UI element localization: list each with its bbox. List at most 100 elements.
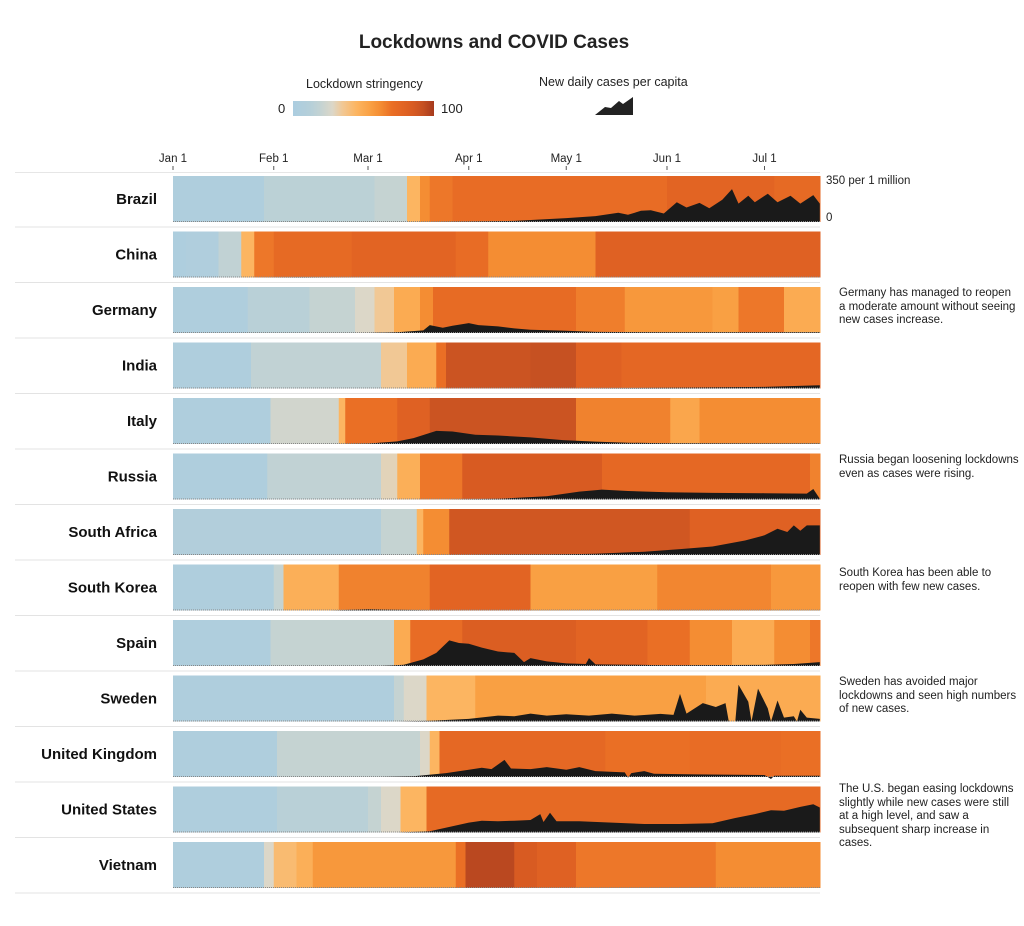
stringency-segment bbox=[254, 231, 275, 278]
cases-area bbox=[397, 684, 820, 722]
x-tick-label: Jul 1 bbox=[752, 153, 776, 165]
stringency-segment bbox=[689, 620, 733, 666]
stringency-segment bbox=[784, 287, 821, 333]
stringency-segment bbox=[251, 342, 382, 389]
cases-area bbox=[329, 609, 820, 611]
x-tick-label: Mar 1 bbox=[353, 153, 382, 165]
stringency-color-scale bbox=[293, 101, 434, 116]
stringency-segment bbox=[173, 398, 271, 444]
stringency-segment bbox=[283, 564, 340, 611]
stringency-segment bbox=[436, 342, 447, 389]
stringency-segment bbox=[780, 731, 821, 777]
stringency-segment bbox=[312, 842, 457, 888]
country-label: Spain bbox=[116, 635, 157, 652]
stringency-segment bbox=[715, 842, 821, 888]
stringency-segment bbox=[345, 398, 398, 444]
stringency-segment bbox=[173, 731, 278, 777]
stringency-segment bbox=[173, 675, 395, 722]
stringency-segment bbox=[416, 509, 424, 555]
country-label: Germany bbox=[92, 302, 158, 319]
stringency-segment bbox=[420, 287, 434, 333]
stringency-segment bbox=[699, 398, 821, 444]
stringency-segment bbox=[455, 231, 489, 278]
stringency-segment bbox=[264, 842, 275, 888]
stringency-segment bbox=[173, 620, 271, 666]
stringency-segment bbox=[173, 564, 275, 611]
stringency-segment bbox=[576, 287, 626, 333]
stringency-segment bbox=[374, 287, 395, 333]
stringency-segment bbox=[241, 231, 255, 278]
stringency-segment bbox=[338, 398, 346, 444]
country-label: United States bbox=[61, 802, 157, 819]
stringency-segment bbox=[420, 176, 431, 222]
cases-area bbox=[566, 385, 820, 389]
stringency-segment bbox=[530, 342, 577, 389]
stringency-segment bbox=[455, 842, 466, 888]
legend-min: 0 bbox=[278, 101, 286, 116]
stringency-segment bbox=[426, 675, 476, 722]
y-max-label: 350 per 1 million bbox=[826, 175, 910, 187]
country-label: Italy bbox=[127, 413, 158, 430]
stringency-segment bbox=[374, 176, 408, 222]
country-label: Russia bbox=[108, 469, 158, 486]
stringency-segment bbox=[368, 786, 382, 833]
stringency-segment bbox=[381, 509, 418, 555]
stringency-segment bbox=[771, 564, 821, 611]
cases-area bbox=[397, 804, 820, 833]
stringency-segment bbox=[186, 231, 219, 278]
stringency-segment bbox=[449, 509, 691, 555]
stringency-segment bbox=[621, 342, 821, 389]
stringency-segment bbox=[247, 287, 310, 333]
stringency-segment bbox=[514, 842, 538, 888]
stringency-segment bbox=[355, 287, 375, 333]
stringency-segment bbox=[394, 675, 405, 722]
stringency-segment bbox=[446, 342, 531, 389]
stringency-segment bbox=[576, 342, 622, 389]
stringency-segment bbox=[537, 842, 577, 888]
stringency-segment bbox=[670, 398, 700, 444]
stringency-segment bbox=[173, 342, 252, 389]
stringency-segment bbox=[689, 731, 782, 777]
stringency-segment bbox=[407, 176, 421, 222]
stringency-segment bbox=[351, 231, 457, 278]
stringency-segment bbox=[475, 675, 707, 722]
stringency-segment bbox=[429, 176, 453, 222]
stringency-segment bbox=[277, 786, 369, 833]
stringency-segment bbox=[397, 453, 421, 500]
stringency-segment bbox=[400, 786, 427, 833]
cases-area bbox=[381, 640, 820, 666]
cases-area bbox=[368, 323, 820, 333]
x-tick-label: Jun 1 bbox=[653, 153, 681, 165]
country-label: United Kingdom bbox=[41, 746, 157, 763]
stringency-segment bbox=[429, 731, 440, 777]
country-label: South Korea bbox=[68, 580, 158, 597]
y-zero-label: 0 bbox=[826, 212, 832, 224]
stringency-segment bbox=[381, 786, 401, 833]
country-label: Brazil bbox=[116, 191, 157, 208]
cases-area-icon bbox=[595, 97, 633, 115]
stringency-segment bbox=[576, 842, 717, 888]
stringency-segment bbox=[420, 731, 431, 777]
stringency-segment bbox=[394, 620, 411, 666]
stringency-segment bbox=[738, 287, 785, 333]
cases-area bbox=[381, 759, 820, 779]
stringency-segment bbox=[381, 453, 398, 500]
stringency-segment bbox=[264, 176, 375, 222]
stringency-segment bbox=[576, 620, 648, 666]
x-tick-label: Feb 1 bbox=[259, 153, 288, 165]
legend-stringency-title: Lockdown stringency bbox=[306, 77, 423, 91]
country-label: Vietnam bbox=[99, 857, 157, 874]
stringency-segment bbox=[810, 453, 821, 500]
stringency-segment bbox=[420, 453, 463, 500]
stringency-segment bbox=[394, 287, 421, 333]
stringency-segment bbox=[429, 564, 531, 611]
cases-area bbox=[342, 430, 820, 444]
stringency-segment bbox=[810, 620, 821, 666]
stringency-segment bbox=[407, 342, 437, 389]
stringency-segment bbox=[732, 620, 775, 666]
country-label: India bbox=[122, 358, 158, 375]
stringency-segment bbox=[465, 842, 515, 888]
legend-cases-title: New daily cases per capita bbox=[539, 75, 688, 89]
stringency-segment bbox=[296, 842, 314, 888]
